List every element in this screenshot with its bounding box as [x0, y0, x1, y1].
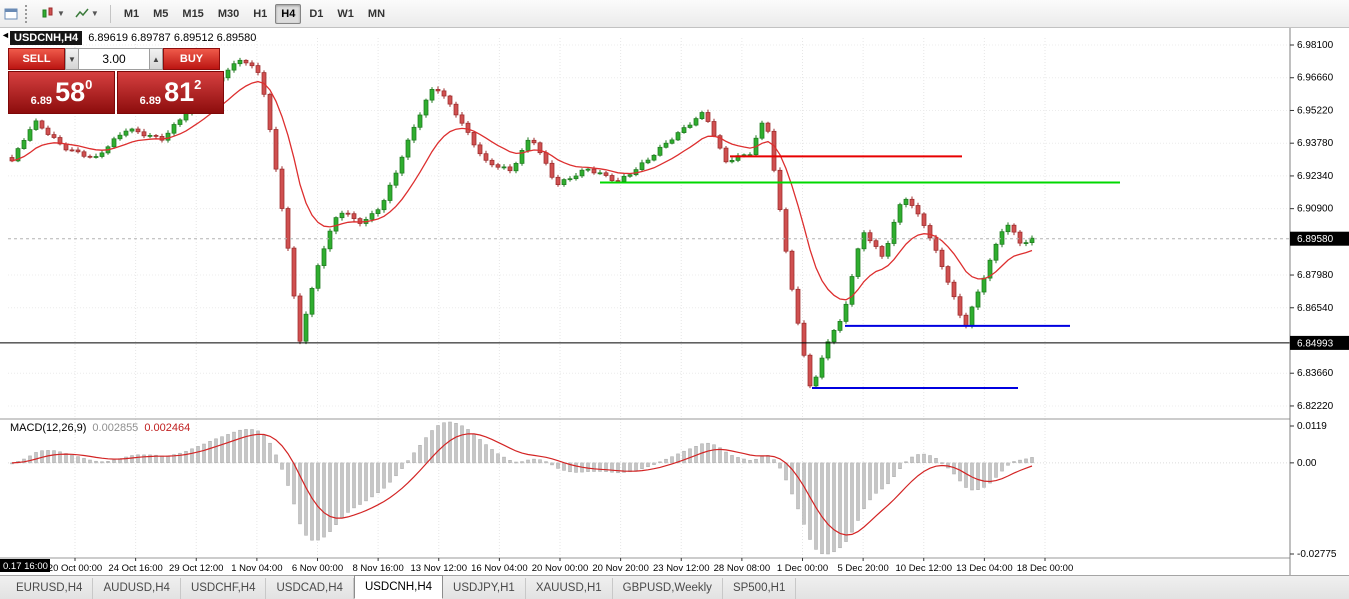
sell-price-pips: 58: [55, 77, 86, 107]
svg-text:28 Nov 08:00: 28 Nov 08:00: [714, 563, 771, 574]
tab-gbpusd[interactable]: GBPUSD,Weekly: [613, 578, 723, 599]
volume-decrease-button[interactable]: ▼: [65, 48, 79, 70]
tab-usdcad[interactable]: USDCAD,H4: [266, 578, 354, 599]
tf-button-mn[interactable]: MN: [367, 7, 386, 20]
svg-text:6.84993: 6.84993: [1297, 338, 1334, 349]
svg-text:20 Nov 20:00: 20 Nov 20:00: [592, 563, 649, 574]
volume-input[interactable]: [79, 48, 149, 70]
svg-text:6.93780: 6.93780: [1297, 138, 1334, 149]
tab-xauusd[interactable]: XAUUSD,H1: [526, 578, 613, 599]
candlestick-chart-icon: [42, 7, 53, 18]
svg-text:6 Nov 00:00: 6 Nov 00:00: [292, 563, 343, 574]
svg-text:24 Oct 16:00: 24 Oct 16:00: [108, 563, 162, 574]
svg-text:29 Oct 12:00: 29 Oct 12:00: [169, 563, 223, 574]
tf-button-h4[interactable]: H4: [275, 3, 302, 24]
svg-text:8 Nov 16:00: 8 Nov 16:00: [353, 563, 404, 574]
one-click-trading-panel: SELL ▼ ▲ BUY 6.89 58 0 6.89 81 2: [8, 48, 224, 114]
svg-text:13 Nov 12:00: 13 Nov 12:00: [410, 563, 467, 574]
buy-button[interactable]: BUY: [163, 48, 220, 70]
tab-sp500[interactable]: SP500,H1: [723, 578, 797, 599]
sell-price-button[interactable]: 6.89 58 0: [8, 71, 115, 114]
chart-symbol-badge: USDCNH,H4: [10, 31, 83, 45]
svg-text:23 Nov 12:00: 23 Nov 12:00: [653, 563, 710, 574]
buy-price-point: 2: [194, 77, 202, 92]
svg-text:6.86540: 6.86540: [1297, 303, 1334, 314]
svg-text:6.83660: 6.83660: [1297, 368, 1334, 379]
tab-usdchf[interactable]: USDCHF,H4: [181, 578, 267, 599]
chevron-down-icon: ▼: [90, 8, 99, 18]
macd-indicator-label: MACD(12,26,9) 0.002855 0.002464: [10, 422, 190, 434]
top-toolbar: ▼ ▼ M1 M5 M15 M30 H1 H4 D1 W1 MN: [0, 0, 1349, 28]
svg-text:16 Nov 04:00: 16 Nov 04:00: [471, 563, 528, 574]
chart-window-icon: [4, 7, 18, 21]
indicators-icon: [75, 8, 89, 18]
svg-text:10 Dec 12:00: 10 Dec 12:00: [895, 563, 952, 574]
chart-tab-bar: EURUSD,H4 AUDUSD,H4 USDCHF,H4 USDCAD,H4 …: [0, 575, 1349, 599]
chevron-down-icon: ▼: [57, 8, 65, 18]
tf-button-d1[interactable]: D1: [309, 7, 324, 20]
svg-text:1 Nov 04:00: 1 Nov 04:00: [231, 563, 282, 574]
chart-type-button[interactable]: ▼: [37, 3, 69, 25]
buy-price-pips: 81: [164, 77, 195, 107]
svg-text:0.00: 0.00: [1297, 458, 1317, 469]
tab-usdcnh[interactable]: USDCNH,H4: [353, 575, 444, 599]
svg-text:6.87980: 6.87980: [1297, 270, 1334, 281]
svg-text:6.92340: 6.92340: [1297, 171, 1334, 182]
tf-button-m1[interactable]: M1: [123, 7, 140, 20]
svg-text:6.95220: 6.95220: [1297, 105, 1334, 116]
chart-title: USDCNH,H4 6.89619 6.89787 6.89512 6.8958…: [10, 31, 256, 45]
svg-text:13 Dec 04:00: 13 Dec 04:00: [956, 563, 1013, 574]
svg-text:20 Nov 00:00: 20 Nov 00:00: [532, 563, 589, 574]
subwindow-marker-icon: ◄: [1, 30, 10, 40]
chart-canvas[interactable]: 6.98100 6.96660 6.95220 6.93780 6.92340 6.909…: [0, 28, 1349, 575]
svg-text:6.89580: 6.89580: [1297, 234, 1334, 245]
svg-text:6.82220: 6.82220: [1297, 401, 1334, 412]
chart-ohlc-values: 6.89619 6.89787 6.89512 6.89580: [88, 32, 257, 44]
buy-price-handle: 6.89: [139, 95, 162, 107]
macd-signal-value: 0.002464: [144, 422, 191, 434]
svg-text:6.98100: 6.98100: [1297, 40, 1334, 51]
indicators-button[interactable]: ▼: [71, 3, 103, 25]
svg-text:6.96660: 6.96660: [1297, 73, 1334, 84]
sell-price-handle: 6.89: [30, 95, 53, 107]
tab-eurusd[interactable]: EURUSD,H4: [6, 578, 94, 599]
chart-window: 6.98100 6.96660 6.95220 6.93780 6.92340 6.909…: [0, 28, 1349, 575]
toolbar-separator: [109, 4, 111, 23]
volume-increase-button[interactable]: ▲: [149, 48, 163, 70]
tab-audusd[interactable]: AUDUSD,H4: [93, 578, 181, 599]
sell-price-point: 0: [85, 77, 93, 92]
svg-text:0.0119: 0.0119: [1297, 421, 1327, 432]
svg-text:18 Dec 00:00: 18 Dec 00:00: [1017, 563, 1074, 574]
buy-price-button[interactable]: 6.89 81 2: [117, 71, 224, 114]
svg-text:-0.02775: -0.02775: [1297, 549, 1337, 560]
svg-text:0.17 16:00: 0.17 16:00: [3, 561, 48, 572]
tab-usdjpy[interactable]: USDJPY,H1: [443, 578, 526, 599]
tf-button-m5[interactable]: M5: [153, 7, 169, 20]
sell-button[interactable]: SELL: [8, 48, 65, 70]
toolbar-grip[interactable]: [25, 4, 32, 23]
tf-button-m15[interactable]: M15: [182, 7, 204, 20]
macd-main-value: 0.002855: [92, 422, 139, 434]
tf-button-h1[interactable]: H1: [253, 7, 268, 20]
macd-name: MACD(12,26,9): [10, 422, 87, 434]
svg-text:6.90900: 6.90900: [1297, 204, 1334, 215]
svg-text:20 Oct 00:00: 20 Oct 00:00: [48, 563, 102, 574]
tf-button-w1[interactable]: W1: [337, 7, 354, 20]
tf-button-m30[interactable]: M30: [217, 7, 240, 20]
svg-text:5 Dec 20:00: 5 Dec 20:00: [838, 563, 889, 574]
svg-text:1 Dec 00:00: 1 Dec 00:00: [777, 563, 828, 574]
